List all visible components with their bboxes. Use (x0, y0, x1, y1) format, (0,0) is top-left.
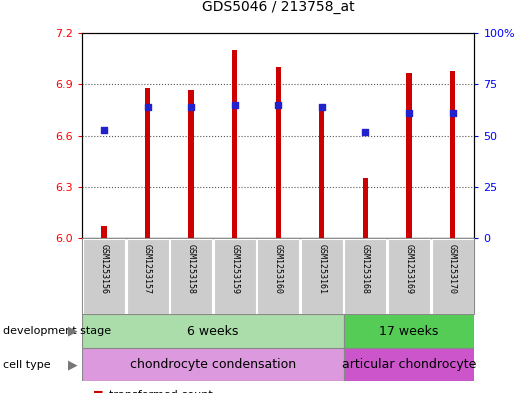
FancyBboxPatch shape (214, 239, 255, 314)
Text: ▶: ▶ (68, 325, 77, 338)
FancyBboxPatch shape (127, 239, 169, 314)
Text: development stage: development stage (3, 326, 111, 336)
Text: GSM1253159: GSM1253159 (230, 244, 239, 294)
Bar (276, 68, 281, 238)
FancyBboxPatch shape (343, 348, 474, 381)
Bar (232, 50, 237, 238)
Point (361, 129, 369, 135)
FancyBboxPatch shape (388, 239, 430, 314)
Point (405, 110, 413, 117)
Text: GSM1253156: GSM1253156 (100, 244, 109, 294)
FancyBboxPatch shape (170, 239, 212, 314)
FancyBboxPatch shape (301, 239, 343, 314)
Text: transformed count: transformed count (109, 390, 213, 393)
Text: GSM1253161: GSM1253161 (317, 244, 326, 294)
FancyBboxPatch shape (82, 348, 343, 381)
Text: GSM1253168: GSM1253168 (361, 244, 370, 294)
Point (231, 102, 239, 108)
Point (100, 127, 108, 134)
Text: ▶: ▶ (68, 358, 77, 371)
Point (274, 102, 282, 108)
Text: GSM1253160: GSM1253160 (274, 244, 282, 294)
Text: ■: ■ (93, 390, 107, 393)
Point (448, 110, 457, 117)
Bar (450, 71, 455, 238)
Text: GSM1253170: GSM1253170 (448, 244, 457, 294)
Bar (407, 73, 412, 238)
FancyBboxPatch shape (83, 239, 125, 314)
Text: cell type: cell type (3, 360, 50, 369)
Point (317, 103, 326, 110)
Point (143, 103, 152, 110)
Bar (101, 226, 107, 238)
Bar (319, 105, 324, 238)
FancyBboxPatch shape (344, 239, 386, 314)
Bar (363, 178, 368, 238)
Point (187, 103, 196, 110)
Text: GSM1253158: GSM1253158 (187, 244, 196, 294)
FancyBboxPatch shape (431, 239, 474, 314)
Text: GDS5046 / 213758_at: GDS5046 / 213758_at (202, 0, 355, 14)
FancyBboxPatch shape (343, 314, 474, 348)
Bar (189, 90, 193, 238)
Text: chondrocyte condensation: chondrocyte condensation (130, 358, 296, 371)
FancyBboxPatch shape (257, 239, 299, 314)
FancyBboxPatch shape (82, 314, 343, 348)
Text: GSM1253157: GSM1253157 (143, 244, 152, 294)
Bar (145, 88, 150, 238)
Text: articular chondrocyte: articular chondrocyte (342, 358, 476, 371)
Text: 17 weeks: 17 weeks (379, 325, 439, 338)
Text: 6 weeks: 6 weeks (187, 325, 239, 338)
Text: GSM1253169: GSM1253169 (404, 244, 413, 294)
